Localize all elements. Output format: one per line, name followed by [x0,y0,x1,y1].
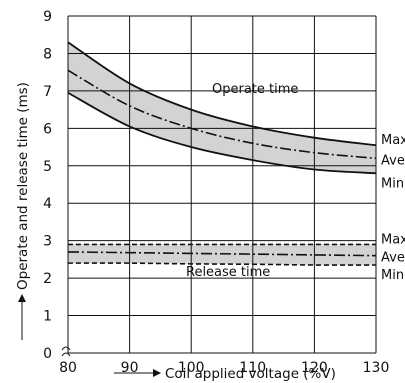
x-tick-label: 120 [301,360,328,376]
band-1 [68,244,376,266]
series-line-1-2 [67,262,377,266]
y-tick-label: 4 [43,196,52,212]
y-axis-arrowhead [18,294,26,302]
annotation-operate-time: Operate time [212,82,298,97]
y-tick-label: 8 [43,46,52,62]
series-line-1-1 [67,251,377,257]
y-tick-label: 9 [43,9,52,25]
y-tick-label: 7 [43,84,52,100]
axis-break-mark [61,346,71,351]
y-tick-label: 5 [43,159,52,175]
y-tick-label: 6 [43,121,52,137]
x-tick-label: 130 [363,360,390,376]
y-tick-label: 1 [43,309,52,325]
bands-layer [68,42,376,266]
series-layer [67,41,377,266]
y-axis-label-group: Operate and release time (ms) [15,82,31,340]
series-label: Min. [381,176,405,191]
x-tick-label: 80 [59,360,77,376]
grid-layer [61,15,377,357]
series-line-0-2 [67,91,377,175]
y-tick-label: 2 [43,271,52,287]
x-tick-label: 90 [121,360,139,376]
y-tick-label: 0 [43,346,52,362]
series-label: Ave. [381,153,405,168]
series-line-0-1 [67,69,377,160]
series-label: Ave. [381,251,405,266]
band-0 [68,42,376,174]
labels-layer: Max. Ave. Min. Max. Ave. Min. Operate time Rele… [15,9,405,382]
x-axis-arrowhead [153,369,161,377]
series-label: Max. [381,232,405,247]
series-label: Max. [381,133,405,148]
x-axis-label: Coil applied voltage (%V) [165,366,336,382]
series-label: Min. [381,268,405,283]
annotation-release-time: Release time [186,265,270,280]
x-tick-label: 110 [239,360,266,376]
y-tick-label: 3 [43,234,52,250]
axis-break-mark [61,352,71,357]
y-axis-label: Operate and release time (ms) [15,82,31,290]
x-tick-label: 100 [178,360,205,376]
series-line-0-0 [67,41,377,147]
